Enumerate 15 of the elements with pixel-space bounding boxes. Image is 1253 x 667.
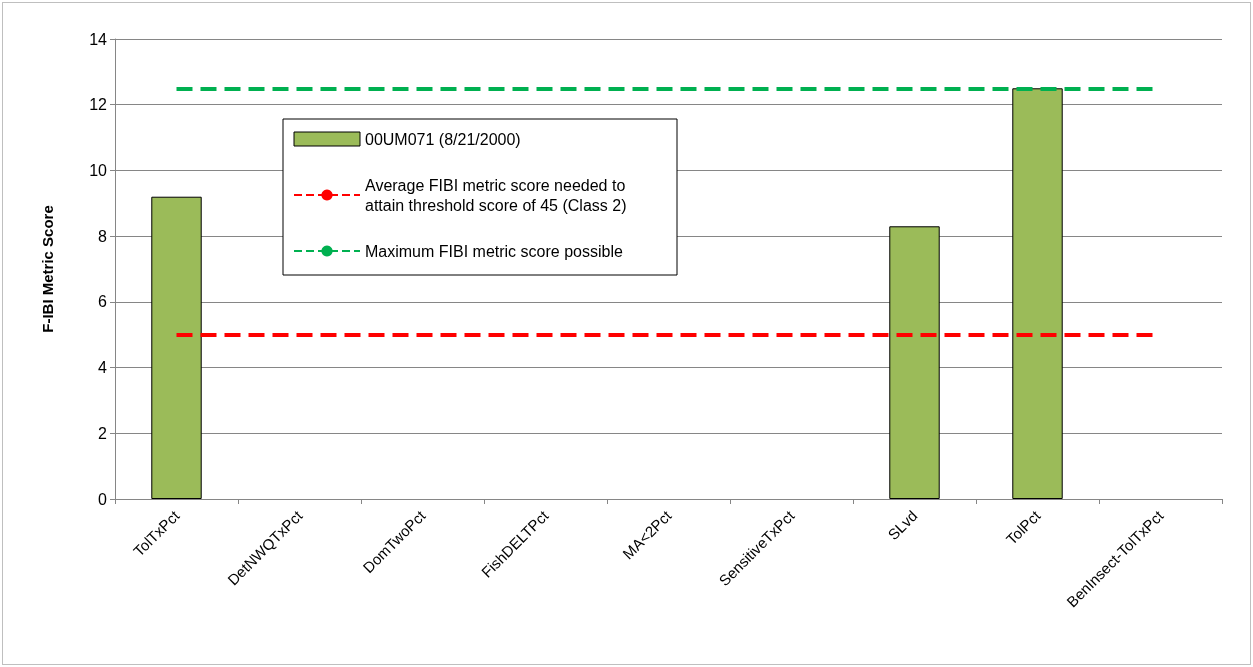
y-tick-label: 10 [89,161,108,179]
bar [889,226,940,499]
legend-label: Average FIBI metric score needed to attain threshold score of 45 (Class 2) [365,176,630,214]
bar [1012,88,1063,499]
y-axis-title: F-IBI Metric Score [39,205,56,333]
y-tick-label: 6 [98,293,108,311]
y-tick-label: 0 [98,490,108,508]
bar [151,196,202,499]
y-tick-label: 2 [98,424,108,442]
y-tick-label: 14 [89,30,108,48]
y-tick-label: 12 [89,96,108,114]
y-tick-label: 4 [98,359,108,377]
y-tick-label: 8 [98,227,108,245]
legend-label: 00UM071 (8/21/2000) [365,130,521,148]
legend-label: Maximum FIBI metric score possible [365,242,623,260]
